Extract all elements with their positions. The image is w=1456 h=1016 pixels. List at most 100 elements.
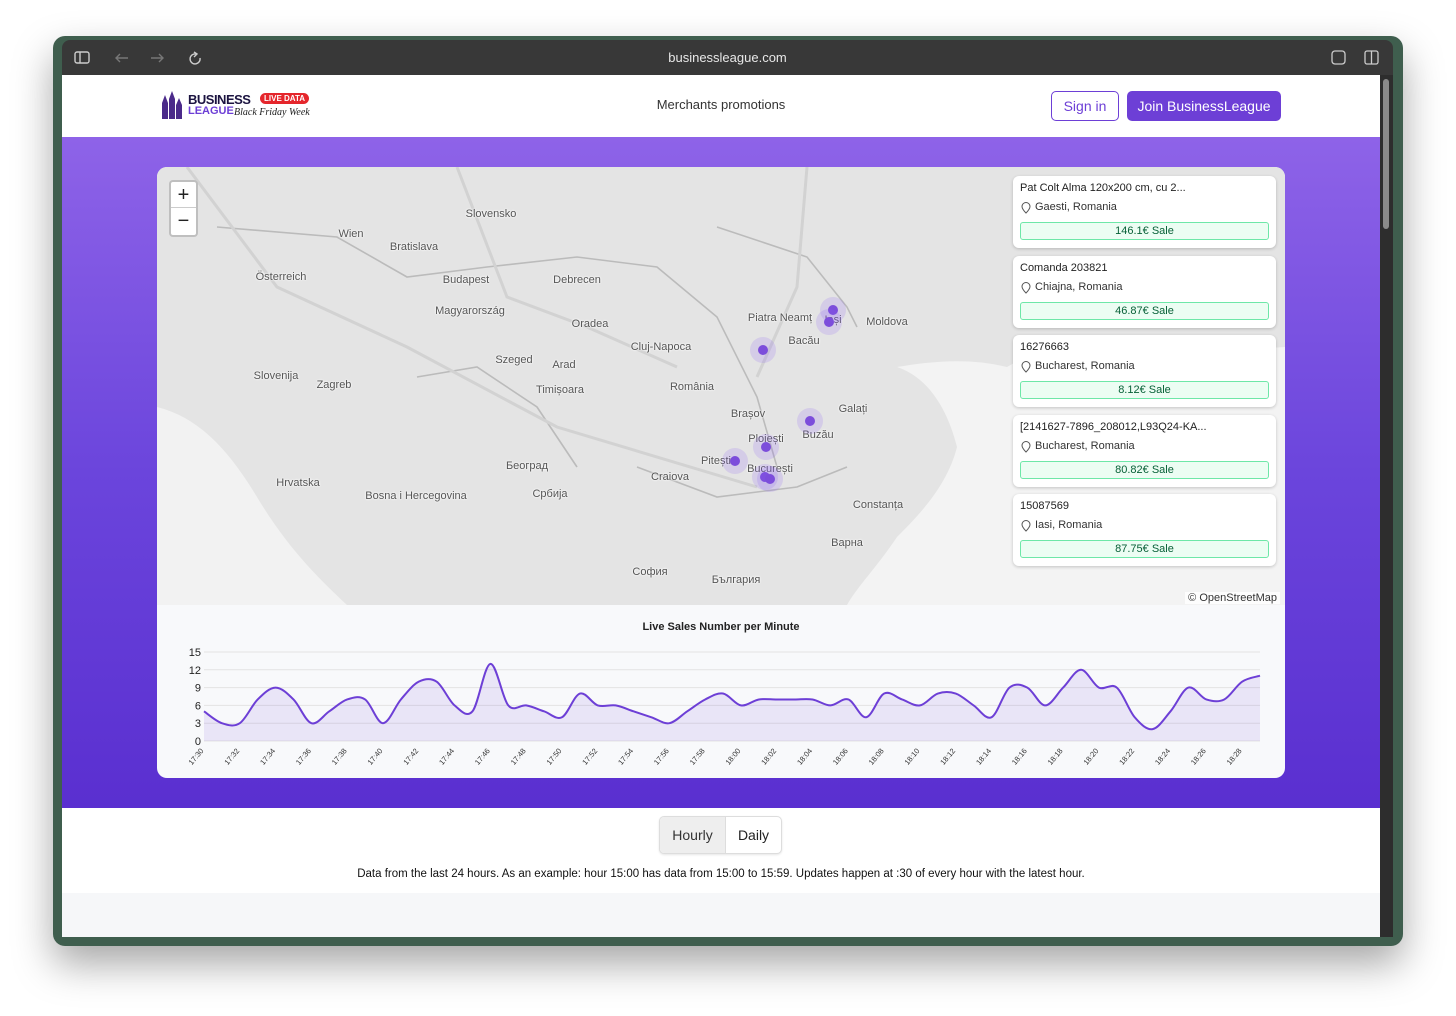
map-label: Србија: [532, 488, 568, 500]
x-tick-label: 17:32: [222, 747, 241, 767]
area: [204, 663, 1260, 741]
hero-band: + − © OpenStreetMap Wien Bratislava Budape…: [62, 137, 1380, 808]
x-tick-label: 18:20: [1081, 747, 1100, 767]
pin-icon: [1021, 202, 1031, 214]
pin-icon: [1021, 520, 1031, 532]
x-tick-label: 18:12: [938, 747, 957, 767]
sale-location: Iasi, Romania: [1035, 519, 1103, 531]
map-label: Buzău: [802, 429, 834, 441]
sale-card: Comanda 203821 Chiajna, Romania 46.87€ Sal…: [1013, 255, 1276, 328]
scroll-thumb[interactable]: [1383, 79, 1389, 229]
sale-amount: 80.82€ Sale: [1020, 460, 1269, 479]
x-tick-label: 17:40: [366, 747, 385, 767]
url: businessleague.com: [668, 50, 787, 65]
sale-card: 15087569 Iasi, Romania 87.75€ Sale: [1013, 494, 1276, 566]
map-label: Brașov: [730, 408, 766, 420]
y-tick-label: 0: [195, 736, 201, 748]
map-label: Београд: [505, 460, 549, 472]
map-label: Bratislava: [389, 241, 439, 253]
x-tick-label: 17:50: [545, 747, 564, 767]
marker: [765, 474, 775, 484]
map-attribution[interactable]: © OpenStreetMap: [1185, 592, 1280, 604]
marker: [758, 345, 768, 355]
x-tick-label: 18:24: [1153, 747, 1172, 767]
sale-location: Bucharest, Romania: [1035, 439, 1135, 452]
x-tick-label: 18:18: [1046, 747, 1065, 767]
note: Data from the last 24 hours. As an examp…: [357, 868, 1085, 880]
toolbar-icons[interactable]: [74, 50, 214, 66]
logo-brand-bottom: LEAGUE: [188, 105, 234, 117]
marker: [805, 416, 815, 426]
map-label: Hrvatska: [276, 477, 320, 489]
sale-card: 16276663 Bucharest, Romania 8.12€ Sale: [1013, 335, 1276, 407]
pin: [1021, 361, 1031, 373]
pin: [1021, 520, 1031, 532]
map-label: București: [747, 463, 793, 475]
x-tick-label: 18:26: [1189, 747, 1208, 767]
sale-location: Gaesti, Romania: [1035, 201, 1117, 213]
zoom-out[interactable]: −: [177, 210, 190, 232]
x-tick-label: 17:56: [652, 747, 671, 767]
pin: [1021, 202, 1031, 214]
footer-strip: [62, 893, 1380, 937]
x-tick-label: 17:58: [688, 747, 707, 767]
x-tick-label: 18:08: [867, 747, 886, 767]
map-label: Craiova: [651, 471, 689, 483]
map[interactable]: + − © OpenStreetMap Wien Bratislava Budape…: [157, 167, 1285, 605]
x-tick-label: 17:52: [580, 747, 599, 767]
sale-title: Pat Colt Alma 120x200 cm, cu 2...: [1020, 182, 1186, 194]
sale-title: Comanda 203821: [1020, 261, 1108, 274]
x-tick-label: 17:46: [473, 747, 492, 767]
toolbar-right-icons[interactable]: [1330, 50, 1380, 66]
nav-link[interactable]: Merchants promotions: [656, 97, 786, 112]
y-tick-label: 6: [195, 700, 201, 712]
browser-toolbar: businessleague.com: [62, 40, 1393, 75]
map-label: Magyarország: [435, 305, 505, 317]
zoom-in[interactable]: +: [171, 182, 196, 208]
pin-icon: [1021, 281, 1031, 294]
x-tick-label: 17:38: [330, 747, 349, 767]
marker: [761, 442, 771, 452]
zoom-control: + −: [169, 180, 198, 237]
sign-in-button[interactable]: Sign in: [1051, 91, 1119, 121]
chart: Live Sales Number per Minute 0 3 6 9 12 15 17:…: [187, 621, 1261, 767]
map-label: Budapest: [442, 274, 490, 286]
tab-group: Hourly Daily: [659, 816, 782, 854]
join-button[interactable]: Join BusinessLeague: [1127, 91, 1281, 121]
map-label: Szeged: [495, 354, 533, 366]
map-label: Wien: [338, 228, 364, 240]
tab[interactable]: Daily: [737, 827, 770, 843]
sale-title: 16276663: [1020, 341, 1069, 353]
map-label: Cluj-Napoca: [630, 341, 692, 353]
map-label: България: [711, 574, 761, 586]
tab[interactable]: Hourly: [660, 817, 726, 853]
x-tick-label: 17:54: [616, 747, 635, 767]
x-tick-label: 18:14: [974, 747, 993, 767]
x-tick-label: 18:06: [831, 747, 850, 767]
address-bar[interactable]: businessleague.com: [62, 50, 1393, 65]
y-tick-label: 12: [189, 665, 201, 677]
x-tick-label: 17:44: [437, 747, 456, 767]
chart-title: Live Sales Number per Minute: [642, 621, 799, 633]
x-tick-label: 18:16: [1010, 747, 1029, 767]
map-label: Arad: [552, 359, 576, 371]
x-tick-label: 18:22: [1117, 747, 1136, 767]
sale-title: [2141627-7896_208012,L93Q24-KA...: [1020, 420, 1207, 433]
map-label: Slovenija: [253, 370, 299, 382]
map-label: Pitești: [701, 455, 731, 467]
map-label: Oradea: [571, 318, 609, 330]
map-label: Piatra Neamț: [747, 312, 813, 324]
map-label: Constanța: [852, 499, 904, 511]
scrollbar[interactable]: [1380, 75, 1393, 937]
x-tick-label: 17:48: [509, 747, 528, 767]
live-panel: + − © OpenStreetMap Wien Bratislava Budape…: [157, 167, 1285, 778]
line: [203, 662, 1261, 731]
x-tick-label: 17:36: [294, 747, 313, 767]
logo[interactable]: BUSINESS LEAGUE LIVE DATA Black Friday W…: [160, 89, 310, 123]
map-label: Slovensko: [465, 208, 517, 220]
x-tick-label: 17:30: [187, 747, 206, 767]
x-tick-label: 18:10: [902, 747, 921, 767]
map-label: Moldova: [866, 316, 908, 328]
x-tick-label: 18:00: [724, 747, 743, 767]
sale-amount: 146.1€ Sale: [1020, 222, 1269, 240]
